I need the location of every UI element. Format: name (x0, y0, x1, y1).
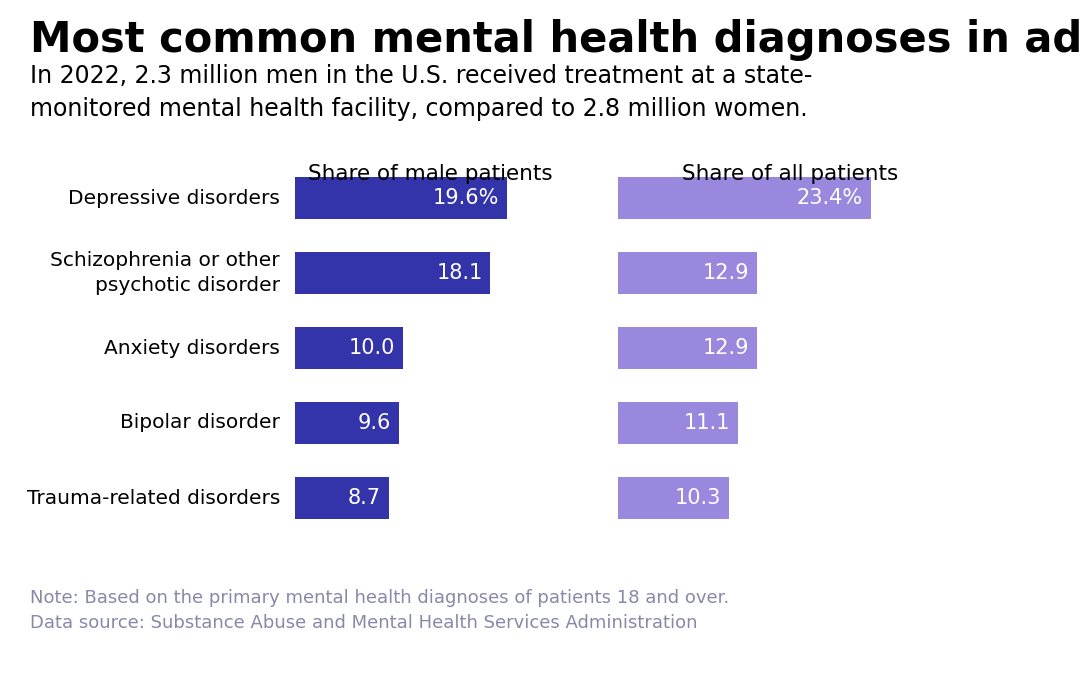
Bar (618, 252, 757, 294)
Text: Schizophrenia or other
psychotic disorder: Schizophrenia or other psychotic disorde… (51, 251, 280, 295)
Bar (618, 177, 870, 219)
Text: 18.1: 18.1 (436, 263, 483, 283)
Text: 12.9: 12.9 (703, 263, 750, 283)
Bar (295, 252, 490, 294)
Bar (618, 477, 729, 519)
Text: 12.9: 12.9 (703, 338, 750, 358)
Text: Share of all patients: Share of all patients (681, 164, 899, 184)
Text: 8.7: 8.7 (348, 488, 381, 508)
Text: Trauma-related disorders: Trauma-related disorders (27, 489, 280, 508)
Text: Anxiety disorders: Anxiety disorders (104, 338, 280, 357)
Bar (618, 327, 757, 369)
Text: Most common mental health diagnoses in adult men: Most common mental health diagnoses in a… (30, 19, 1080, 61)
Bar (618, 402, 738, 444)
Text: 9.6: 9.6 (357, 413, 391, 433)
Text: Depressive disorders: Depressive disorders (68, 189, 280, 208)
Bar (295, 402, 399, 444)
Text: Share of male patients: Share of male patients (308, 164, 552, 184)
Bar (295, 327, 403, 369)
Text: 23.4%: 23.4% (797, 188, 863, 208)
Text: 11.1: 11.1 (684, 413, 730, 433)
Text: Data source: Substance Abuse and Mental Health Services Administration: Data source: Substance Abuse and Mental … (30, 614, 698, 632)
Text: 19.6%: 19.6% (432, 188, 499, 208)
Bar (295, 477, 389, 519)
Text: 10.3: 10.3 (675, 488, 721, 508)
Text: Bipolar disorder: Bipolar disorder (120, 414, 280, 433)
Text: Note: Based on the primary mental health diagnoses of patients 18 and over.: Note: Based on the primary mental health… (30, 589, 729, 607)
Text: In 2022, 2.3 million men in the U.S. received treatment at a state-
monitored me: In 2022, 2.3 million men in the U.S. rec… (30, 64, 812, 121)
Text: 10.0: 10.0 (349, 338, 395, 358)
Bar (295, 177, 507, 219)
